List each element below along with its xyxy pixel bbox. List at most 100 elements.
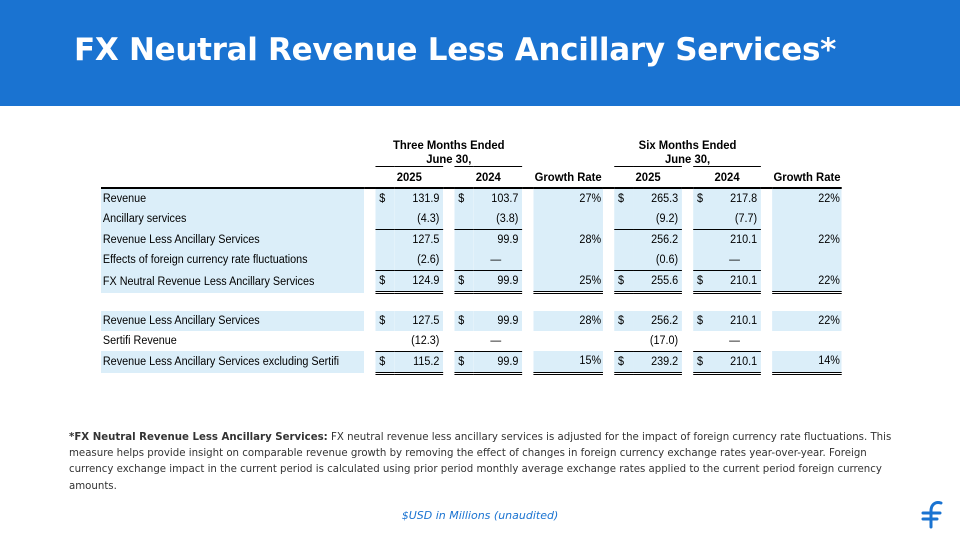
flywire-logo-icon: [921, 501, 943, 529]
cell-q-growth: 25%: [533, 270, 603, 294]
row-label: Effects of foreign currency rate fluctua…: [101, 250, 365, 271]
table-row: Sertifi Revenue (12.3) — (17.0) —: [101, 330, 842, 352]
col-growth-six: Growth Rate: [772, 166, 842, 189]
cell-q2025: (4.3): [394, 209, 444, 230]
title-banner: FX Neutral Revenue Less Ancillary Servic…: [0, 0, 960, 106]
currency-sign: $: [454, 310, 474, 331]
row-label: Sertifi Revenue: [102, 334, 177, 347]
col-2025-three: 2025: [375, 166, 444, 189]
col-growth-three: Growth Rate: [533, 166, 603, 189]
col-2025-six: 2025: [614, 166, 682, 189]
cell-q2025: 131.9: [394, 188, 444, 209]
three-months-date: June 30,: [426, 152, 472, 166]
cell-h2024: (7.7): [712, 209, 761, 230]
cell-h2024: —: [712, 330, 761, 352]
cell-h2025: (9.2): [633, 209, 682, 230]
footnote-lead: *FX Neutral Revenue Less Ancillary Servi…: [69, 432, 328, 443]
footnote: *FX Neutral Revenue Less Ancillary Servi…: [69, 430, 899, 495]
cell-h-growth: 22%: [772, 270, 842, 294]
cell-q2024: 99.9: [473, 310, 523, 331]
six-months-heading: Six Months Ended: [638, 138, 737, 152]
currency-sign: $: [693, 310, 712, 331]
three-months-heading: Three Months Ended: [393, 138, 505, 152]
cell-q2025: (2.6): [394, 250, 444, 271]
table-row: FX Neutral Revenue Less Ancillary Servic…: [101, 270, 842, 294]
currency-sign: $: [693, 351, 712, 375]
footnote-body: FX neutral revenue less ancillary servic…: [69, 432, 892, 492]
cell-h2024: 217.8: [712, 188, 761, 209]
col-2024-three: 2024: [454, 166, 523, 189]
currency-sign: $: [454, 351, 474, 375]
cell-h2025: 265.3: [633, 188, 682, 209]
col-2024-six: 2024: [693, 166, 761, 189]
cell-h-growth: 22%: [772, 229, 842, 250]
currency-sign: $: [693, 188, 712, 209]
cell-q-growth: [533, 209, 603, 230]
row-label: Revenue Less Ancillary Services excludin…: [101, 351, 365, 373]
cell-q-growth: 27%: [533, 188, 603, 209]
table-row: Revenue Less Ancillary Services excludin…: [101, 351, 842, 375]
table-row: Effects of foreign currency rate fluctua…: [101, 250, 842, 271]
cell-q2024: 99.9: [473, 229, 523, 250]
cell-q2025: 124.9: [394, 270, 444, 294]
page-title: FX Neutral Revenue Less Ancillary Servic…: [74, 32, 837, 68]
cell-q2025: 127.5: [394, 310, 444, 331]
units-note: $USD in Millions (unaudited): [401, 509, 559, 522]
table-row: Revenue $ 131.9 $ 103.7 27% $ 265.3 $ 21…: [101, 188, 842, 209]
currency-sign: $: [454, 188, 474, 209]
table-row: Revenue Less Ancillary Services $ 127.5 …: [101, 310, 842, 331]
cell-q2025: 127.5: [394, 229, 444, 250]
cell-q2024: —: [473, 330, 523, 352]
cell-q-growth: 28%: [533, 310, 603, 331]
table-row: Ancillary services (4.3) (3.8) (9.2) (7.…: [101, 209, 842, 230]
cell-q2024: 99.9: [473, 270, 523, 294]
currency-sign: $: [614, 188, 634, 209]
cell-h2024: 210.1: [712, 229, 761, 250]
cell-h2025: 256.2: [633, 229, 682, 250]
cell-h-growth: 22%: [772, 310, 842, 331]
currency-sign: $: [375, 188, 395, 209]
cell-h-growth: 22%: [772, 188, 842, 209]
cell-q-growth: 28%: [533, 229, 603, 250]
row-label: Revenue Less Ancillary Services: [101, 229, 365, 250]
cell-h2024: 210.1: [712, 270, 761, 294]
currency-sign: $: [375, 270, 395, 294]
row-label: Revenue Less Ancillary Services: [101, 310, 365, 331]
currency-sign: $: [693, 270, 712, 294]
cell-h2025: 239.2: [633, 351, 682, 375]
currency-sign: $: [375, 310, 395, 331]
cell-q-growth: [533, 250, 603, 271]
cell-q2024: 103.7: [473, 188, 523, 209]
cell-q2024: (3.8): [473, 209, 523, 230]
financial-table: Three Months Ended Six Months Ended June…: [101, 138, 842, 375]
row-label: FX Neutral Revenue Less Ancillary Servic…: [101, 270, 365, 293]
cell-h-growth: [772, 250, 842, 271]
currency-sign: $: [614, 270, 634, 294]
currency-sign: $: [454, 270, 474, 294]
cell-h-growth: [772, 331, 842, 352]
cell-h-growth: [772, 209, 842, 230]
currency-sign: $: [614, 351, 634, 375]
cell-q2024: —: [473, 250, 523, 271]
cell-h2024: 210.1: [712, 310, 761, 331]
row-label: Ancillary services: [101, 209, 365, 230]
cell-q2024: 99.9: [473, 351, 523, 375]
cell-h-growth: 14%: [772, 351, 842, 375]
header-row-1: Three Months Ended Six Months Ended: [101, 138, 842, 152]
cell-q-growth: [533, 331, 603, 352]
cell-h2025: 256.2: [633, 310, 682, 331]
cell-h2024: 210.1: [712, 351, 761, 375]
cell-h2024: —: [712, 250, 761, 271]
header-row-years: 2025 2024 Growth Rate 2025 2024 Growth R…: [101, 166, 842, 189]
currency-sign: $: [375, 351, 395, 375]
row-label: Revenue: [101, 188, 365, 209]
cell-h2025: 255.6: [633, 270, 682, 294]
cell-q-growth: 15%: [533, 351, 603, 375]
cell-h2025: (17.0): [633, 330, 682, 352]
six-months-date: June 30,: [665, 152, 711, 166]
cell-h2025: (0.6): [633, 250, 682, 271]
header-row-2: June 30, June 30,: [101, 152, 842, 167]
cell-q2025: (12.3): [394, 330, 444, 352]
table-row: Revenue Less Ancillary Services 127.5 99…: [101, 229, 842, 250]
cell-q2025: 115.2: [394, 351, 444, 375]
